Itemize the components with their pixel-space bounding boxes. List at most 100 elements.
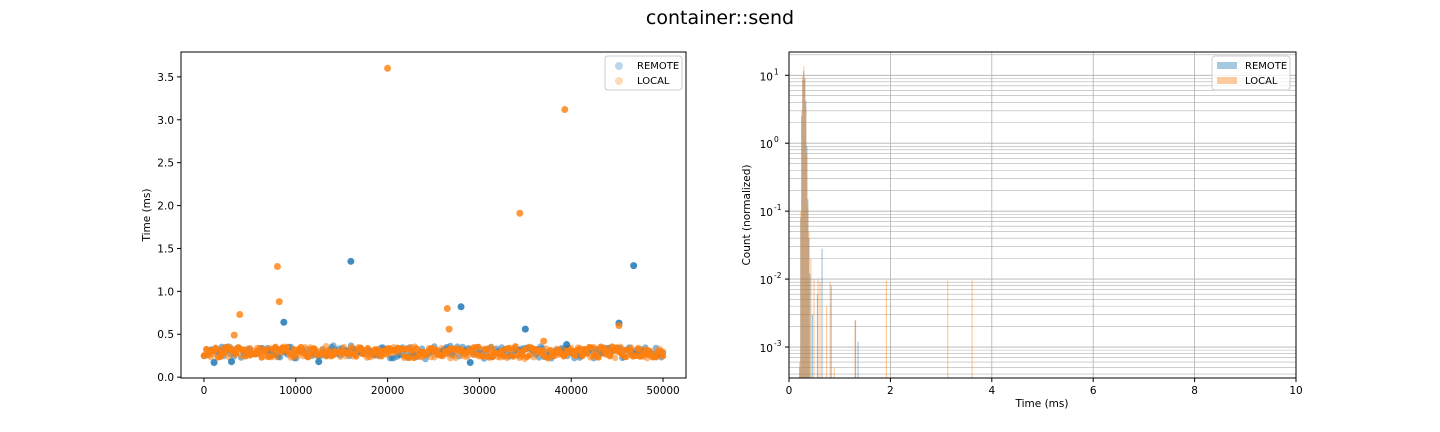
scatter-point-remote bbox=[466, 359, 474, 367]
scatter-band-point-local bbox=[212, 344, 219, 352]
scatter-band-point-local bbox=[583, 350, 591, 357]
scatter-point-remote bbox=[315, 358, 323, 366]
histogram-y-tick-base: 10 bbox=[760, 275, 773, 287]
histogram-bar-local bbox=[800, 211, 802, 378]
scatter-band-point-local bbox=[611, 354, 619, 362]
scatter-point-remote bbox=[210, 359, 218, 367]
scatter-band-point-local bbox=[258, 354, 265, 361]
scatter-y-axis-label: Time (ms) bbox=[141, 189, 153, 243]
histogram-x-ticks: 0 2 4 6 8 10 bbox=[786, 378, 1303, 397]
scatter-band-point-local bbox=[412, 345, 420, 352]
histogram-bar-remote bbox=[804, 78, 806, 379]
scatter-y-ticks: 0.0 0.5 1.0 1.5 2.0 2.5 3.0 3.5 bbox=[157, 72, 181, 384]
histogram-y-tick-base: 10 bbox=[760, 139, 773, 151]
scatter-legend: REMOTE LOCAL bbox=[604, 55, 683, 91]
histogram-bar-local bbox=[807, 205, 809, 378]
scatter-band-point-local bbox=[606, 352, 614, 360]
scatter-point-local bbox=[516, 209, 524, 217]
histogram-x-tick-label: 10 bbox=[1289, 385, 1302, 397]
histogram-bar-remote bbox=[821, 248, 823, 378]
scatter-x-tick-label: 20000 bbox=[371, 385, 404, 397]
histogram-bar-local bbox=[813, 279, 815, 378]
scatter-band-point-local bbox=[500, 353, 508, 360]
histogram-x-tick-label: 8 bbox=[1191, 385, 1198, 397]
histogram-bar-local bbox=[947, 280, 949, 378]
histogram-bar-remote bbox=[811, 314, 814, 378]
scatter-band-point-local bbox=[408, 348, 415, 355]
histogram-legend-remote-patch bbox=[1217, 62, 1237, 69]
scatter-x-tick-label: 30000 bbox=[463, 385, 496, 397]
histogram-y-tick-base: 10 bbox=[760, 71, 773, 83]
scatter-point-local bbox=[443, 305, 451, 313]
histogram-legend-local-patch bbox=[1217, 77, 1237, 84]
histogram-y-tick-base: 10 bbox=[760, 343, 773, 355]
scatter-point-remote bbox=[630, 262, 638, 270]
scatter-band-point-local bbox=[643, 346, 651, 353]
histogram-y-tick-exponent: 1 bbox=[774, 67, 779, 76]
scatter-band-point-local bbox=[376, 347, 383, 354]
scatter-y-tick-label: 2.0 bbox=[157, 201, 174, 213]
scatter-band-point-local bbox=[470, 344, 478, 351]
scatter-y-tick-label: 3.0 bbox=[157, 115, 174, 127]
histogram-bar-local bbox=[802, 75, 804, 378]
scatter-band-point-local bbox=[433, 347, 441, 354]
scatter-band-point-local bbox=[588, 344, 595, 351]
scatter-band-point-local bbox=[634, 345, 641, 353]
histogram-bars bbox=[799, 66, 973, 379]
scatter-point-remote bbox=[228, 358, 235, 366]
scatter-band-point-local bbox=[306, 350, 314, 358]
scatter-band-point-local bbox=[595, 354, 602, 361]
histogram-bar-local bbox=[854, 321, 856, 378]
scatter-band-point-local bbox=[546, 347, 554, 354]
scatter-point-local bbox=[384, 64, 392, 72]
scatter-band-point-local bbox=[353, 353, 360, 360]
histogram-legend-box bbox=[1211, 55, 1291, 91]
scatter-point-local bbox=[561, 105, 569, 113]
scatter-band-point-local bbox=[572, 352, 579, 360]
scatter-plot: 0 10000 20000 30000 40000 50000 0.0 0.5 1.0 1.5 2… bbox=[141, 51, 687, 397]
histogram-y-tick-exponent: -3 bbox=[774, 339, 782, 348]
histogram-y-tick-exponent: 0 bbox=[774, 135, 779, 144]
scatter-point-local bbox=[273, 262, 281, 270]
scatter-band-point-local bbox=[562, 350, 570, 357]
scatter-band-point-local bbox=[340, 343, 348, 351]
histogram-grid bbox=[788, 52, 1297, 378]
histogram-bar-remote bbox=[800, 217, 802, 378]
scatter-band-point-local bbox=[239, 346, 247, 353]
histogram-bar-remote bbox=[801, 116, 803, 378]
scatter-band bbox=[200, 342, 667, 363]
scatter-band-point-local bbox=[482, 346, 489, 353]
scatter-band-point-local bbox=[505, 344, 512, 352]
scatter-band-point-local bbox=[526, 352, 533, 359]
scatter-band-point-local bbox=[622, 353, 630, 361]
scatter-y-tick-label: 1.5 bbox=[157, 243, 174, 255]
histogram-bar-local bbox=[806, 153, 808, 378]
scatter-point-local bbox=[540, 337, 548, 345]
scatter-y-tick-label: 2.5 bbox=[157, 158, 174, 170]
scatter-x-tick-label: 40000 bbox=[555, 385, 588, 397]
histogram-x-tick-label: 0 bbox=[786, 385, 793, 397]
scatter-legend-local-marker bbox=[615, 77, 623, 85]
histogram-legend: REMOTE LOCAL bbox=[1211, 55, 1291, 91]
scatter-point-remote bbox=[457, 303, 465, 311]
scatter-band-point-local bbox=[267, 352, 275, 360]
figure-title: container::send bbox=[646, 7, 794, 29]
histogram-bar-local bbox=[819, 282, 821, 378]
histogram-y-axis-label: Count (normalized) bbox=[741, 164, 753, 265]
histogram-x-tick-label: 4 bbox=[988, 385, 995, 397]
scatter-y-tick-label: 3.5 bbox=[157, 72, 174, 84]
scatter-point-remote bbox=[347, 257, 355, 265]
scatter-band-point-local bbox=[657, 347, 664, 355]
histogram-bar-local bbox=[826, 306, 828, 378]
scatter-band-point-local bbox=[627, 346, 634, 354]
histogram-bar-local bbox=[801, 110, 803, 378]
histogram-bar-local bbox=[804, 80, 806, 379]
scatter-point-local bbox=[445, 325, 453, 333]
histogram-bar-remote bbox=[805, 100, 807, 379]
histogram-plot-area bbox=[789, 52, 1296, 378]
scatter-band-point-local bbox=[475, 343, 482, 351]
scatter-legend-box bbox=[604, 55, 683, 91]
